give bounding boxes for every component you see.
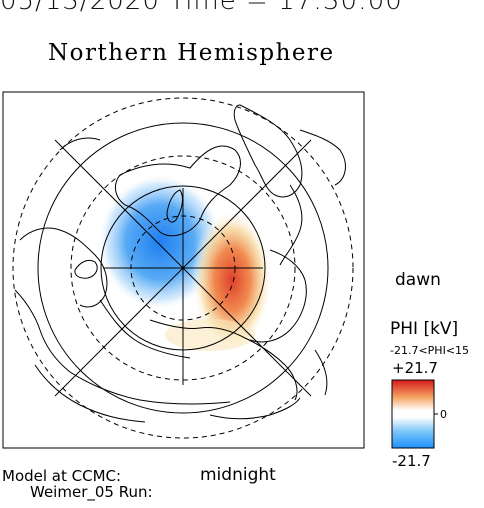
colorbar (391, 379, 435, 449)
meridian-lines (54, 139, 312, 397)
colorbar-zero-label: 0 (440, 408, 447, 421)
plot-title: Northern Hemisphere (48, 40, 335, 66)
colorbar-variable-label: PHI [kV] (390, 319, 459, 339)
date-time-header: 05/13/2020 Time = 17:30:00 (0, 0, 403, 16)
colorbar-min-label: -21.7 (392, 452, 431, 470)
positive-potential-tail (165, 319, 255, 351)
midnight-label: midnight (200, 465, 276, 485)
footer-run-label: Weimer_05 Run: (30, 483, 153, 501)
positive-potential-cell (192, 210, 272, 350)
colorbar-max-label: +21.7 (392, 359, 438, 377)
footer-model-label: Model at CCMC: (2, 467, 122, 485)
dawn-label: dawn (395, 270, 441, 290)
coastlines (14, 104, 346, 423)
colorbar-range-text: -21.7<PHI<15 (390, 344, 470, 357)
